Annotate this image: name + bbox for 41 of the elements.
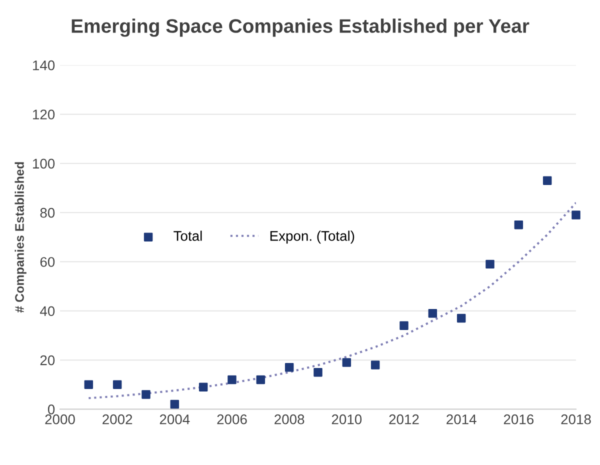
point bbox=[486, 260, 494, 269]
x-tick-label: 2002 bbox=[102, 414, 132, 424]
y-tick-label: 60 bbox=[40, 257, 55, 267]
x-tick-label: 2008 bbox=[274, 414, 304, 424]
y-tick-label: 80 bbox=[40, 208, 55, 218]
y-tick-label: 0 bbox=[48, 404, 55, 414]
y-axis-title: # Companies Established bbox=[14, 162, 26, 313]
legend-label: Expon. (Total) bbox=[270, 230, 354, 244]
x-tick-label: 2010 bbox=[332, 414, 362, 424]
x-tick-label: 2012 bbox=[389, 414, 419, 424]
point bbox=[112, 380, 122, 389]
chart-title: Emerging Space Companies Established per Year bbox=[72, 18, 530, 37]
point bbox=[84, 380, 94, 389]
x-tick-label: 2016 bbox=[504, 414, 534, 424]
point bbox=[542, 176, 552, 185]
y-tick-label: 140 bbox=[33, 60, 55, 70]
point bbox=[198, 382, 208, 392]
point bbox=[256, 375, 266, 384]
point bbox=[314, 368, 322, 377]
point bbox=[170, 400, 180, 409]
y-tick-label: 120 bbox=[33, 110, 55, 120]
point bbox=[572, 210, 580, 220]
legend-label: Total bbox=[174, 230, 202, 241]
point bbox=[514, 220, 524, 230]
x-tick-label: 2014 bbox=[446, 414, 476, 424]
x-tick-label: 2004 bbox=[160, 414, 190, 424]
y-tick-label: 20 bbox=[40, 355, 55, 366]
x-tick-label: 2000 bbox=[45, 414, 75, 424]
x-tick-label: 2018 bbox=[561, 414, 591, 424]
y-tick-label: 40 bbox=[40, 306, 55, 316]
y-tick-label: 100 bbox=[33, 158, 55, 169]
point bbox=[342, 358, 352, 367]
point bbox=[142, 390, 150, 399]
point bbox=[400, 321, 408, 330]
point bbox=[228, 375, 236, 384]
point bbox=[284, 363, 294, 372]
point bbox=[428, 308, 438, 318]
point bbox=[370, 360, 380, 370]
point bbox=[456, 314, 466, 323]
x-tick-label: 2006 bbox=[217, 414, 247, 424]
line-series bbox=[88, 202, 576, 400]
